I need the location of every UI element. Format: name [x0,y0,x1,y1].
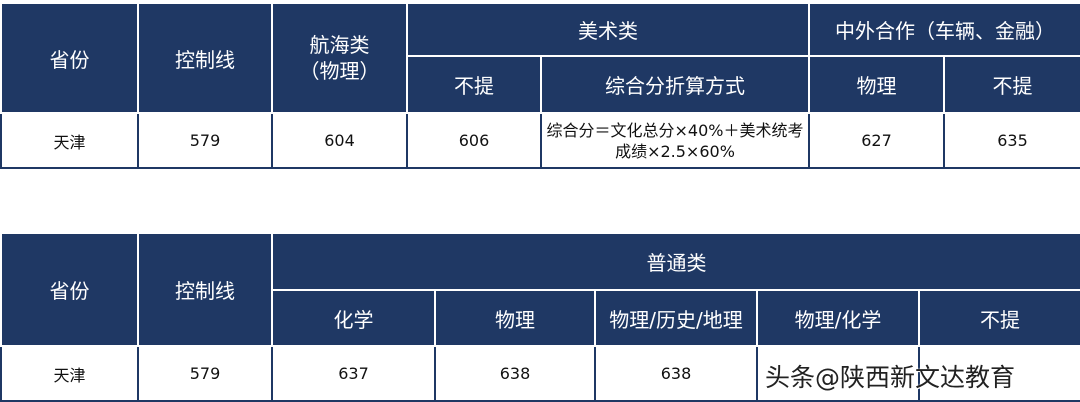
header-province: 省份 [0,232,139,347]
header-chemistry: 化学 [271,289,436,347]
header-phys-hist-geo: 物理/历史/地理 [594,289,758,347]
header-sf-buti: 不提 [943,55,1080,114]
header-sf-physics: 物理 [808,55,945,114]
table-row: 天津 579 637 638 638 [0,345,1080,402]
cell-chemistry: 637 [271,345,436,402]
admission-table-2: 省份 控制线 普通类 化学 物理 物理/历史/地理 物理/化学 不提 天津 57… [0,232,1080,402]
cell-navigation: 604 [271,112,408,169]
header-buti: 不提 [917,289,1080,347]
cell-province: 天津 [0,345,139,402]
header-phys-chem: 物理/化学 [756,289,920,347]
header-province: 省份 [0,2,139,114]
table-row: 天津 579 604 606 综合分＝文化总分×40%＋美术统考成绩×2.5×6… [0,112,1080,169]
cell-art-buti: 606 [406,112,542,169]
cell-sf-physics: 627 [808,112,945,169]
cell-phys-chem [756,345,920,402]
header-general: 普通类 [270,232,1080,291]
cell-sf-buti: 635 [943,112,1080,169]
cell-phys-hist-geo: 638 [594,345,758,402]
header-art: 美术类 [406,2,810,57]
header-control-line: 控制线 [137,232,273,347]
header-control-line: 控制线 [137,2,273,114]
cell-art-formula: 综合分＝文化总分×40%＋美术统考成绩×2.5×60% [540,112,810,169]
cell-control-line: 579 [137,112,273,169]
header-art-buti: 不提 [406,55,542,114]
header-sino-foreign: 中外合作（车辆、金融） [808,2,1080,57]
cell-control-line: 579 [137,345,273,402]
header-physics: 物理 [434,289,596,347]
header-navigation: 航海类 （物理） [271,2,408,114]
admission-table-1: 省份 控制线 航海类 （物理） 美术类 中外合作（车辆、金融） 不提 综合分折算… [0,2,1080,169]
header-art-formula: 综合分折算方式 [540,55,810,114]
cell-physics: 638 [434,345,596,402]
watermark: 头条@陕西新文达教育 [765,363,1016,392]
cell-province: 天津 [0,112,139,169]
